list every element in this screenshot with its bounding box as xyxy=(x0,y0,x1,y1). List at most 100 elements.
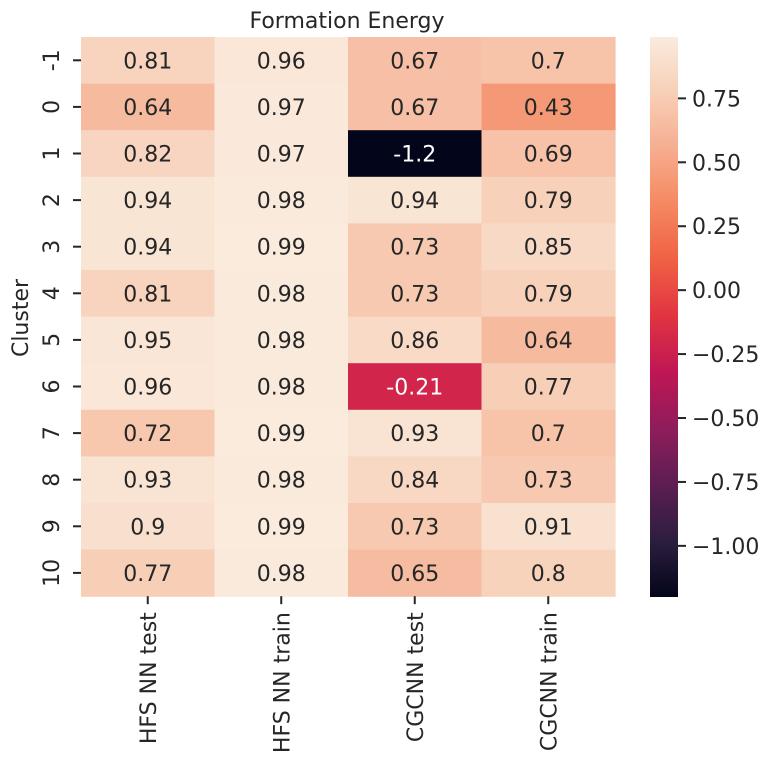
heatmap-cell xyxy=(481,176,616,224)
cell-value-label: 0.65 xyxy=(390,562,439,587)
row-tick-label: 4 xyxy=(40,286,65,300)
cell-value-label: 0.95 xyxy=(123,329,172,354)
cell-value-label: 0.43 xyxy=(524,96,573,121)
heatmap-cell xyxy=(81,130,216,178)
cell-value-label: 0.84 xyxy=(390,469,439,494)
heatmap-cell xyxy=(214,37,349,85)
row-tick-label: 6 xyxy=(40,380,65,394)
cell-value-label: 0.97 xyxy=(257,96,306,121)
heatmap-cell xyxy=(214,456,349,504)
cell-value-label: 0.73 xyxy=(390,515,439,540)
cell-value-label: 0.94 xyxy=(123,189,172,214)
heatmap-cell xyxy=(348,176,483,224)
heatmap-cell xyxy=(81,409,216,457)
heatmap-cell xyxy=(214,83,349,131)
cell-value-label: 0.96 xyxy=(123,376,172,401)
row-tick-label: 10 xyxy=(40,559,65,587)
heatmap-cell xyxy=(214,316,349,364)
cell-value-label: 0.73 xyxy=(390,282,439,307)
cell-value-label: 0.93 xyxy=(390,422,439,447)
column-tick-labels: HFS NN test HFS NN train CGCNN test CGCNN t… xyxy=(137,596,562,753)
heatmap-cell xyxy=(81,176,216,224)
cell-value-label: 0.7 xyxy=(531,49,566,74)
row-tick-label: 0 xyxy=(40,100,65,114)
heatmap-cell xyxy=(214,549,349,597)
cell-value-label: 0.98 xyxy=(257,282,306,307)
row-tick-label: -1 xyxy=(40,49,65,71)
cell-value-label: 0.67 xyxy=(390,49,439,74)
heatmap-cell xyxy=(481,83,616,131)
cell-value-label: 0.77 xyxy=(123,562,172,587)
row-tick-label: 3 xyxy=(40,240,65,254)
cell-value-label: 0.94 xyxy=(390,189,439,214)
column-tick-label: HFS NN train xyxy=(270,612,295,753)
cell-value-label: 0.98 xyxy=(257,189,306,214)
cell-value-label: 0.97 xyxy=(257,143,306,168)
heatmap-cells: 0.81 0.96 0.67 0.7 0.64 0.97 0.67 0.43 0.82 0.97 -… xyxy=(81,37,616,597)
cell-value-label: 0.8 xyxy=(531,562,566,587)
colorbar xyxy=(650,37,678,597)
heatmap-cell xyxy=(81,456,216,504)
cell-value-label: 0.73 xyxy=(524,469,573,494)
heatmap-cell xyxy=(214,363,349,411)
cell-value-label: 0.81 xyxy=(123,49,172,74)
heatmap-cell xyxy=(214,176,349,224)
heatmap-cell xyxy=(81,270,216,318)
heatmap-cell xyxy=(81,363,216,411)
colorbar-tick-label: 0.50 xyxy=(692,151,741,176)
row-tick-label: 1 xyxy=(40,147,65,161)
row-tick-label: 7 xyxy=(40,426,65,440)
cell-value-label: 0.86 xyxy=(390,329,439,354)
colorbar-tick-label: −0.50 xyxy=(692,407,759,432)
heatmap-cell xyxy=(81,37,216,85)
heatmap-cell xyxy=(348,503,483,551)
heatmap-cell xyxy=(348,83,483,131)
heatmap-cell xyxy=(348,223,483,271)
row-tick-label: 9 xyxy=(40,519,65,533)
cell-value-label: 0.73 xyxy=(390,236,439,261)
colorbar-tick-label: 0.25 xyxy=(692,215,741,240)
cell-value-label: 0.77 xyxy=(524,376,573,401)
heatmap-cell xyxy=(214,409,349,457)
cell-value-label: 0.96 xyxy=(257,49,306,74)
cell-value-label: 0.79 xyxy=(524,282,573,307)
heatmap-cell xyxy=(214,270,349,318)
cell-value-label: 0.91 xyxy=(524,515,573,540)
chart-title: Formation Energy xyxy=(249,9,444,34)
heatmap-cell xyxy=(81,549,216,597)
column-tick-label: CGCNN train xyxy=(537,612,562,751)
cell-value-label: 0.64 xyxy=(524,329,573,354)
heatmap-cell xyxy=(348,37,483,85)
heatmap-cell xyxy=(214,223,349,271)
column-tick-label: HFS NN test xyxy=(137,612,162,744)
cell-value-label: 0.99 xyxy=(257,515,306,540)
heatmap-cell xyxy=(481,363,616,411)
cell-value-label: 0.79 xyxy=(524,189,573,214)
heatmap-cell xyxy=(481,37,616,85)
heatmap-cell xyxy=(214,130,349,178)
heatmap-cell xyxy=(481,270,616,318)
heatmap-cell xyxy=(348,363,483,411)
heatmap-cell xyxy=(481,409,616,457)
cell-value-label: 0.93 xyxy=(123,469,172,494)
cell-value-label: 0.81 xyxy=(123,282,172,307)
cell-value-label: 0.7 xyxy=(531,422,566,447)
heatmap-cell xyxy=(348,409,483,457)
heatmap-cell xyxy=(481,316,616,364)
row-tick-label: 5 xyxy=(40,333,65,347)
heatmap-cell xyxy=(348,316,483,364)
heatmap-cell xyxy=(81,223,216,271)
cell-value-label: 0.99 xyxy=(257,422,306,447)
colorbar-ticks: 0.75 0.50 0.25 0.00 −0.25 −0.50 −0.75 −1.00 xyxy=(678,87,759,560)
cell-value-label: 0.98 xyxy=(257,562,306,587)
cell-value-label: -0.21 xyxy=(386,376,443,401)
cell-value-label: 0.85 xyxy=(524,236,573,261)
heatmap-cell xyxy=(81,316,216,364)
cell-value-label: 0.9 xyxy=(130,515,165,540)
heatmap-cell xyxy=(214,503,349,551)
cell-value-label: 0.67 xyxy=(390,96,439,121)
column-tick-label: CGCNN test xyxy=(404,612,429,742)
heatmap-cell xyxy=(481,549,616,597)
heatmap-cell xyxy=(348,270,483,318)
